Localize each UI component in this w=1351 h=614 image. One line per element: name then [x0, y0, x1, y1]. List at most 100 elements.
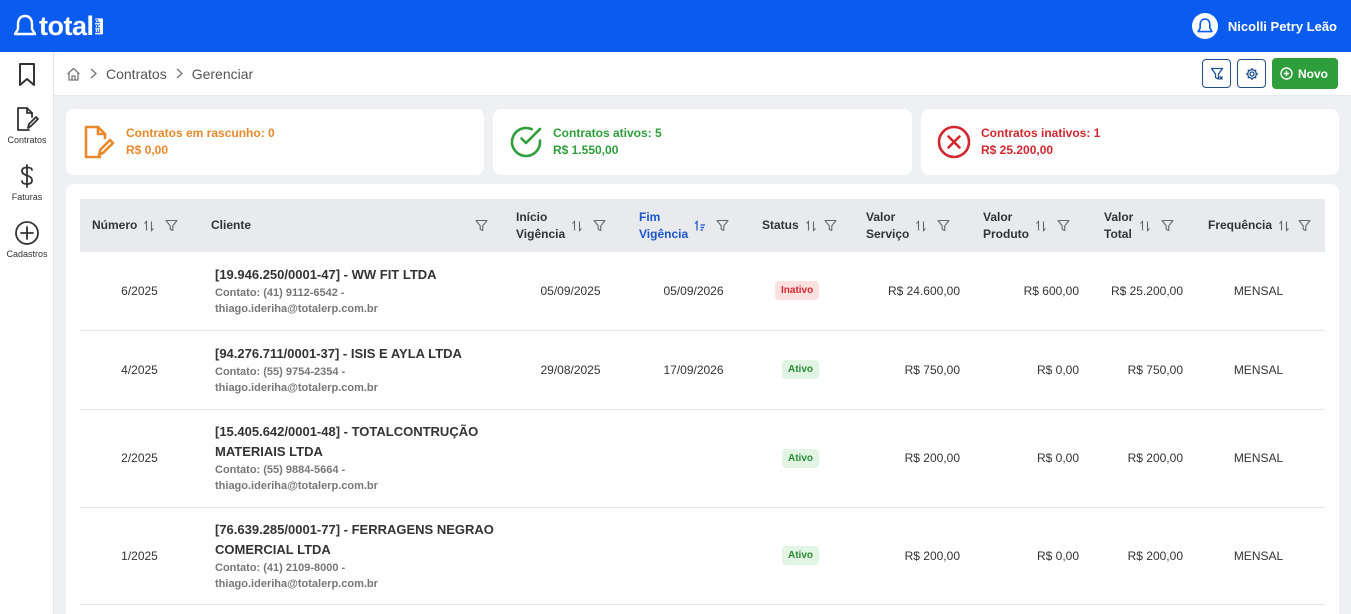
- col-header-numero: Número: [80, 199, 199, 252]
- col-header-cliente: Cliente: [199, 199, 502, 252]
- sidebar-item-label: Faturas: [11, 192, 43, 202]
- client-email: thiago.ideriha@totalerp.com.br: [215, 480, 378, 492]
- active-value: R$ 1.550,00: [553, 143, 619, 157]
- chevron-right-icon: [176, 68, 183, 79]
- chevron-right-icon: [90, 68, 97, 79]
- gear-icon: [1245, 67, 1258, 80]
- table-row[interactable]: 2/2025 [15.405.642/0001-48] - TOTALCONTR…: [80, 409, 1325, 508]
- inactive-count: Contratos inativos: 1: [981, 126, 1101, 140]
- cell-valor-produto: R$ 0,00: [969, 330, 1088, 410]
- client-name: [94.276.711/0001-37] - ISIS E AYLA LTDA: [215, 345, 462, 361]
- sidebar-item-faturas[interactable]: Faturas: [0, 163, 54, 202]
- sidebar-item-bookmarks[interactable]: [0, 62, 54, 88]
- client-email: thiago.ideriha@totalerp.com.br: [215, 381, 378, 394]
- sidebar-item-label: Contratos: [7, 135, 47, 145]
- sort-icon[interactable]: [1035, 219, 1047, 232]
- filter-icon[interactable]: [716, 219, 729, 232]
- cell-numero: 4/2025: [80, 330, 199, 410]
- cell-inicio: 29/08/2025: [502, 330, 625, 410]
- plus-circle-icon: [15, 221, 39, 245]
- user-menu[interactable]: Nicolli Petry Leão: [1191, 13, 1337, 39]
- settings-button[interactable]: [1237, 59, 1266, 88]
- draft-count: Contratos em rascunho: 0: [126, 126, 275, 140]
- cell-inicio: [502, 507, 625, 605]
- client-email: thiago.ideriha@totalerp.com.br: [215, 577, 378, 590]
- client-contact: Contato: (41) 9112-6542 -: [215, 286, 345, 299]
- bell-logo-icon: [13, 14, 37, 36]
- table-row[interactable]: 4/2025 [94.276.711/0001-37] - ISIS E AYL…: [80, 330, 1325, 410]
- breadcrumb-bar: Contratos Gerenciar Novo: [54, 52, 1351, 96]
- sidebar-item-cadastros[interactable]: Cadastros: [0, 220, 54, 259]
- contracts-table: Número Cliente Início Vigência: [80, 199, 1325, 605]
- client-name: [76.639.285/0001-77] - FERRAGENS NEGRAO: [215, 521, 494, 537]
- cell-status: Ativo: [748, 507, 852, 605]
- bookmark-icon: [19, 63, 35, 86]
- cell-cliente: [15.405.642/0001-48] - TOTALCONTRUÇÃO MA…: [199, 409, 502, 508]
- filter-toggle-button[interactable]: [1202, 59, 1231, 88]
- table-row[interactable]: 1/2025 [76.639.285/0001-77] - FERRAGENS …: [80, 507, 1325, 605]
- sort-icon[interactable]: [1278, 219, 1290, 232]
- cell-valor-servico: R$ 200,00: [852, 507, 969, 605]
- cell-fim: [625, 507, 748, 605]
- filter-icon[interactable]: [165, 219, 178, 232]
- contract-edit-icon: [17, 107, 39, 131]
- filter-icon[interactable]: [593, 219, 606, 232]
- col-header-inicio-vigencia: Início Vigência: [502, 199, 625, 252]
- cell-valor-servico: R$ 750,00: [852, 330, 969, 410]
- dollar-icon: [21, 164, 33, 188]
- logo[interactable]: total ERP: [12, 12, 103, 40]
- client-name: [15.405.642/0001-48] - TOTALCONTRUÇÃO: [215, 424, 479, 439]
- client-name-line-2: MATERIAIS LTDA: [215, 444, 323, 459]
- client-email: thiago.ideriha@totalerp.com.br: [215, 302, 378, 315]
- sidebar-item-label: Cadastros: [6, 249, 48, 259]
- table-row[interactable]: 6/2025 [19.946.250/0001-47] - WW FIT LTD…: [80, 252, 1325, 331]
- top-bar: total ERP Nicolli Petry Leão: [0, 0, 1351, 52]
- col-header-frequencia: Frequência: [1192, 199, 1325, 252]
- home-icon[interactable]: [66, 67, 81, 81]
- logo-suffix: ERP: [94, 17, 103, 35]
- breadcrumb: Contratos Gerenciar: [66, 66, 253, 82]
- filter-icon[interactable]: [1298, 219, 1311, 232]
- cell-fim: [625, 409, 748, 508]
- col-header-valor-produto: Valor Produto: [969, 199, 1088, 252]
- cell-valor-servico: R$ 200,00: [852, 409, 969, 508]
- cell-numero: 2/2025: [80, 409, 199, 508]
- client-contact: Contato: (55) 9754-2354 -: [215, 365, 346, 378]
- cell-cliente: [19.946.250/0001-47] - WW FIT LTDA Conta…: [199, 252, 502, 331]
- contracts-panel: Número Cliente Início Vigência: [66, 184, 1339, 614]
- inactive-value: R$ 25.200,00: [981, 143, 1054, 157]
- sort-ascending-icon[interactable]: [694, 219, 706, 232]
- filter-icon[interactable]: [1057, 219, 1070, 232]
- cell-inicio: 05/09/2025: [502, 252, 625, 331]
- user-bell-icon: [1197, 18, 1213, 33]
- status-badge: Ativo: [782, 448, 819, 468]
- cell-frequencia: MENSAL: [1192, 330, 1325, 410]
- sidebar: Contratos Faturas Cadastros: [0, 52, 54, 614]
- toolbar-actions: Novo: [1202, 58, 1338, 89]
- sort-icon[interactable]: [571, 219, 583, 232]
- filter-icon[interactable]: [824, 219, 837, 232]
- sort-icon[interactable]: [1139, 219, 1151, 232]
- filter-icon[interactable]: [937, 219, 950, 232]
- summary-card-active: Contratos ativos: 5 R$ 1.550,00: [493, 109, 912, 175]
- new-button-label: Novo: [1298, 66, 1328, 81]
- summary-card-draft: Contratos em rascunho: 0 R$ 0,00: [66, 109, 484, 175]
- new-contract-button[interactable]: Novo: [1272, 58, 1338, 89]
- filter-icon[interactable]: [1161, 219, 1174, 232]
- cell-status: Ativo: [748, 330, 852, 410]
- sort-icon[interactable]: [143, 219, 155, 232]
- cell-status: Ativo: [748, 409, 852, 508]
- client-name: [19.946.250/0001-47] - WW FIT LTDA: [215, 266, 437, 282]
- breadcrumb-item-contratos[interactable]: Contratos: [106, 65, 167, 82]
- plus-circle-icon: [1280, 67, 1293, 80]
- sort-icon[interactable]: [915, 219, 927, 232]
- avatar: [1191, 13, 1218, 39]
- sidebar-item-contratos[interactable]: Contratos: [0, 106, 54, 145]
- draft-edit-icon: [80, 123, 118, 161]
- cell-frequencia: MENSAL: [1192, 409, 1325, 508]
- filter-icon[interactable]: [475, 219, 488, 232]
- cell-valor-produto: R$ 600,00: [969, 252, 1088, 331]
- cell-valor-total: R$ 200,00: [1088, 507, 1192, 605]
- sort-icon[interactable]: [805, 219, 817, 232]
- status-badge: Inativo: [775, 281, 820, 301]
